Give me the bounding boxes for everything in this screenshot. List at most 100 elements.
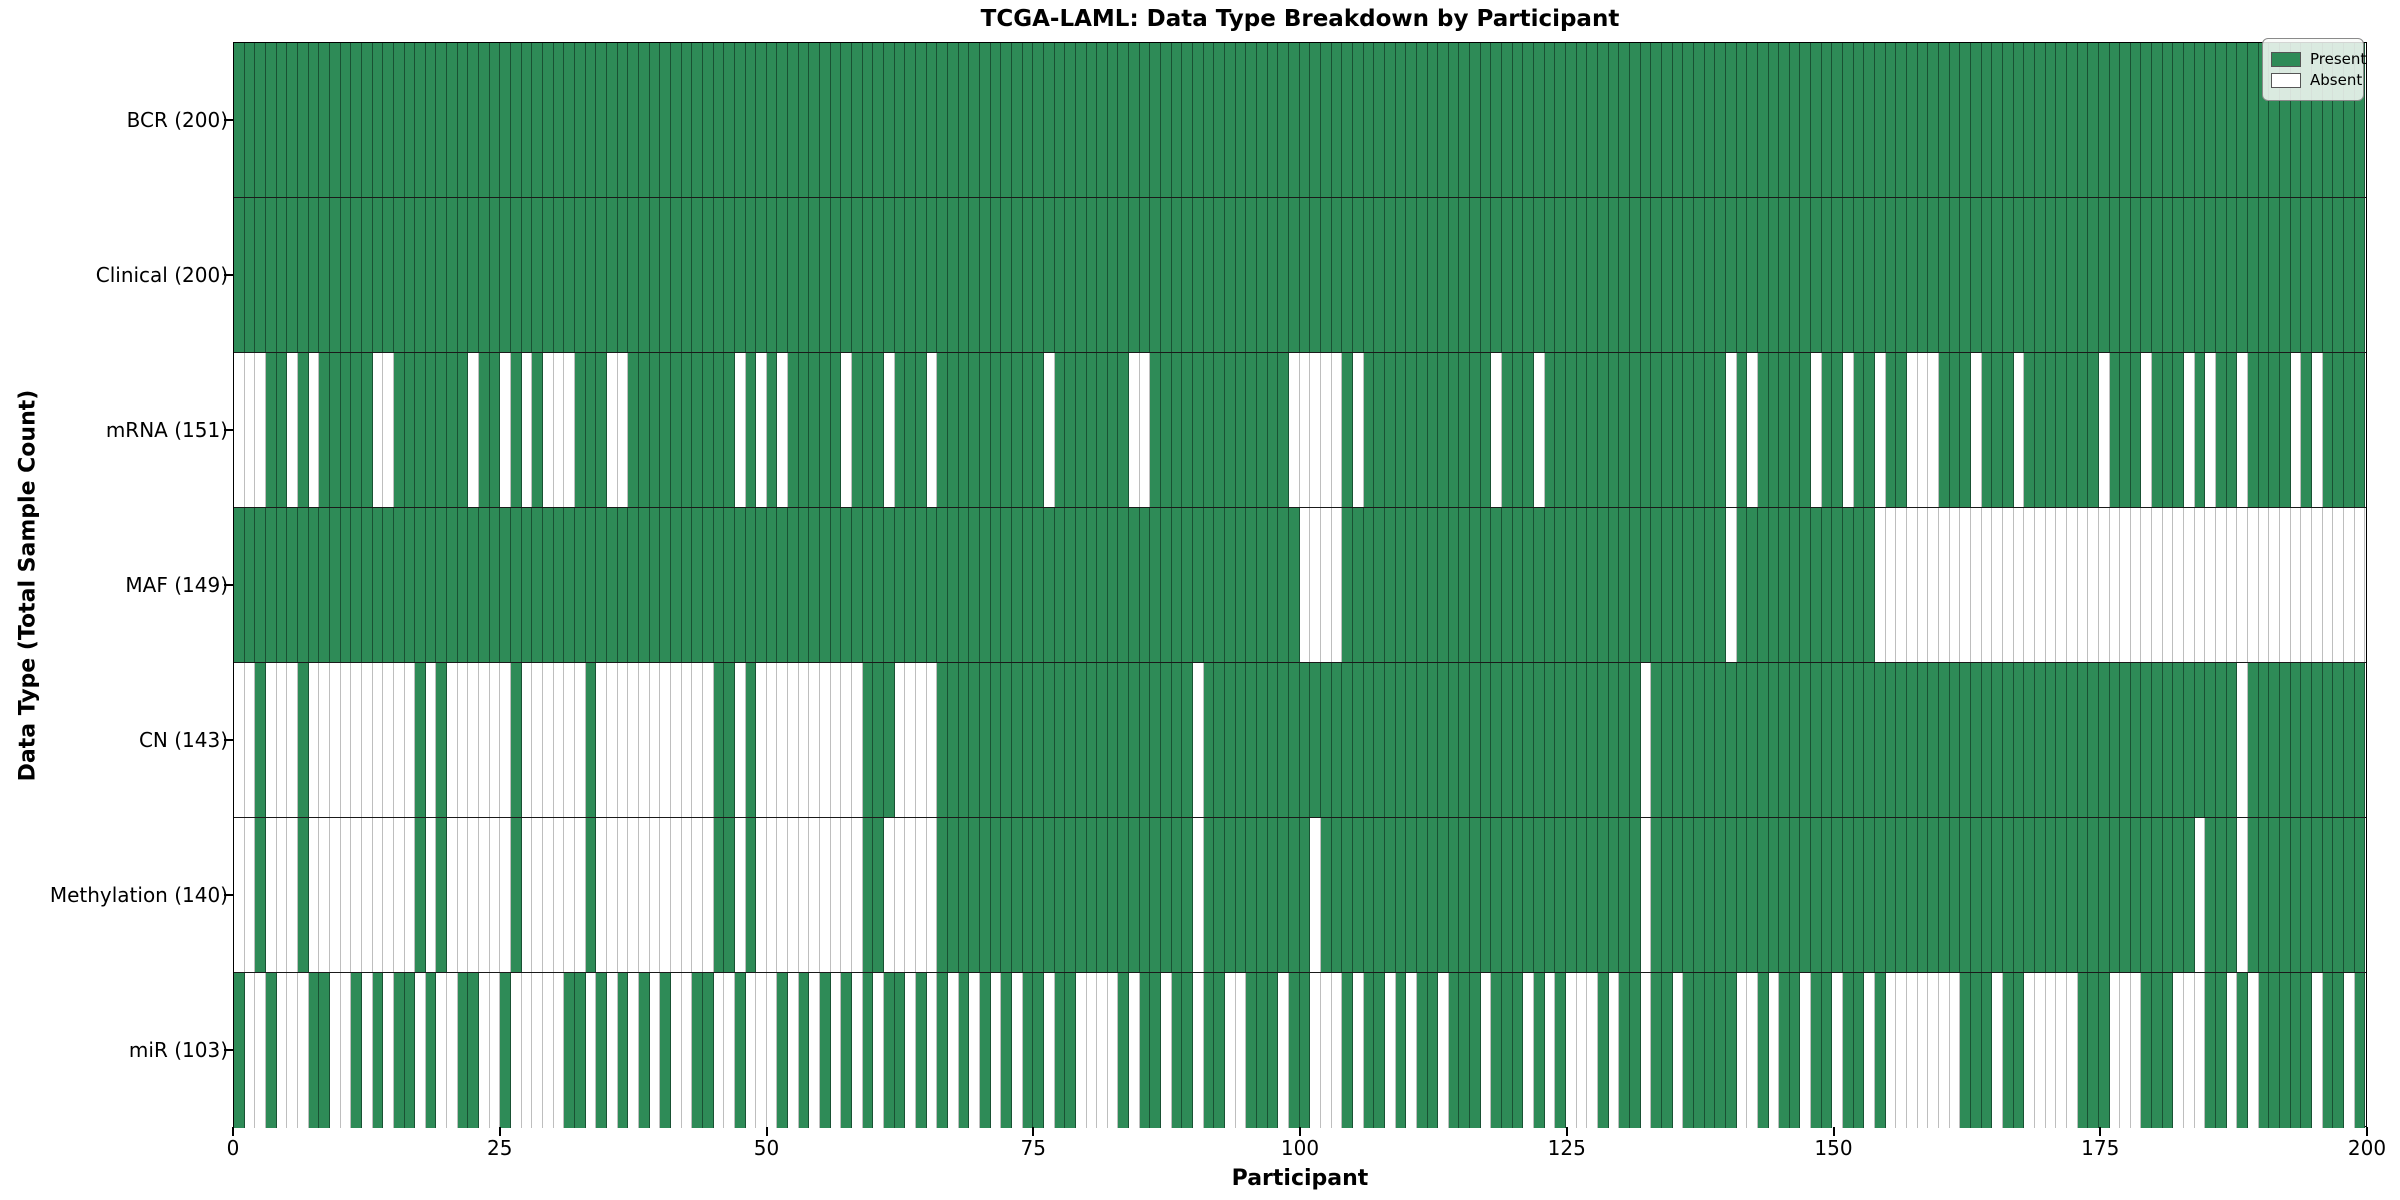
heatmap-cell [255,818,266,972]
heatmap-cell [1566,43,1577,197]
heatmap-cell [521,353,533,507]
heatmap-cell [489,43,501,197]
x-tick-label-50: 50 [753,1136,780,1160]
heatmap-cell [830,353,842,507]
heatmap-cell [628,663,639,817]
heatmap-cell [2173,973,2185,1128]
heatmap-cell [1608,663,1620,817]
heatmap-cell [1342,43,1353,197]
heatmap-cell [1480,973,1492,1128]
heatmap-cell [1917,198,1929,352]
heatmap-cell [1598,43,1609,197]
heatmap-cell [1107,43,1119,197]
heatmap-cell [1502,198,1513,352]
heatmap-cell [745,198,757,352]
legend-present-label: Present [2310,50,2367,68]
heatmap-cell [2120,198,2131,352]
heatmap-cell [638,663,650,817]
heatmap-cell [1757,43,1769,197]
heatmap-cell [660,818,671,972]
heatmap-cell [287,973,298,1128]
heatmap-cell [2056,43,2067,197]
heatmap-cell [297,818,309,972]
heatmap-cell [2013,43,2025,197]
heatmap-cell [1598,973,1609,1128]
heatmap-cell [660,353,671,507]
heatmap-cell [1139,818,1151,972]
heatmap-cell [724,198,735,352]
heatmap-cell [1288,43,1300,197]
heatmap-cell [2173,818,2185,972]
heatmap-cell [596,663,607,817]
x-tick-label-75: 75 [1020,1136,1046,1160]
heatmap-cell [798,818,810,972]
heatmap-cell [958,663,970,817]
y-tick-label-MAF: MAF (149) [125,572,228,597]
heatmap-cell [2322,663,2334,817]
heatmap-cell [276,198,288,352]
heatmap-cell [873,663,885,817]
heatmap-cell [1075,353,1087,507]
heatmap-cell [1757,353,1769,507]
heatmap-cell [2311,43,2323,197]
heatmap-cell [1736,818,1748,972]
heatmap-cell [1651,508,1662,662]
heatmap-cell [1789,198,1801,352]
heatmap-cell [511,508,522,662]
heatmap-cell [468,508,480,662]
heatmap-cell [788,353,799,507]
heatmap-cell [958,973,970,1128]
heatmap-cell [2056,818,2067,972]
heatmap-cell [756,353,767,507]
heatmap-cell [383,43,394,197]
heatmap-cell [2184,818,2195,972]
heatmap-cell [2205,818,2217,972]
heatmap-cell [1139,973,1151,1128]
heatmap-cell [1683,43,1694,197]
heatmap-cell [1981,353,1993,507]
heatmap-cell [2194,818,2206,972]
heatmap-cell [383,663,394,817]
x-tick-mark [2099,1127,2102,1136]
heatmap-cell [1001,353,1012,507]
heatmap-cell [702,198,714,352]
heatmap-cell [1928,663,1939,817]
heatmap-cell [1949,43,1961,197]
heatmap-cell [1363,198,1375,352]
heatmap-cell [1235,508,1247,662]
heatmap-cell [1171,973,1183,1128]
heatmap-cell [1981,818,1993,972]
heatmap-cell [2045,508,2057,662]
heatmap-cell [1534,663,1545,817]
heatmap-cell [1821,198,1833,352]
heatmap-cell [329,663,341,817]
heatmap-cell [2098,818,2110,972]
heatmap-cell [575,973,586,1128]
heatmap-cell [415,508,426,662]
heatmap-cell [638,43,650,197]
heatmap-cell [1917,43,1929,197]
heatmap-cell [2034,43,2046,197]
heatmap-cell [2216,973,2227,1128]
heatmap-cell [1992,973,2003,1128]
heatmap-cell [1960,198,1971,352]
heatmap-cell [2216,198,2227,352]
heatmap-cell [1320,198,1332,352]
heatmap-cell [1427,353,1439,507]
heatmap-cell [606,353,618,507]
heatmap-cell [553,43,565,197]
heatmap-cell [1566,508,1577,662]
heatmap-cell [990,198,1002,352]
heatmap-cell [2205,198,2217,352]
heatmap-cell [1097,353,1108,507]
heatmap-cell [329,353,341,507]
heatmap-cell [1832,818,1844,972]
heatmap-cell [1193,663,1204,817]
heatmap-cell [287,663,298,817]
x-tick-mark [2366,1127,2368,1136]
heatmap-cell [2162,663,2174,817]
heatmap-cell [2280,353,2291,507]
heatmap-cell [1587,353,1598,507]
heatmap-cell [1651,198,1662,352]
